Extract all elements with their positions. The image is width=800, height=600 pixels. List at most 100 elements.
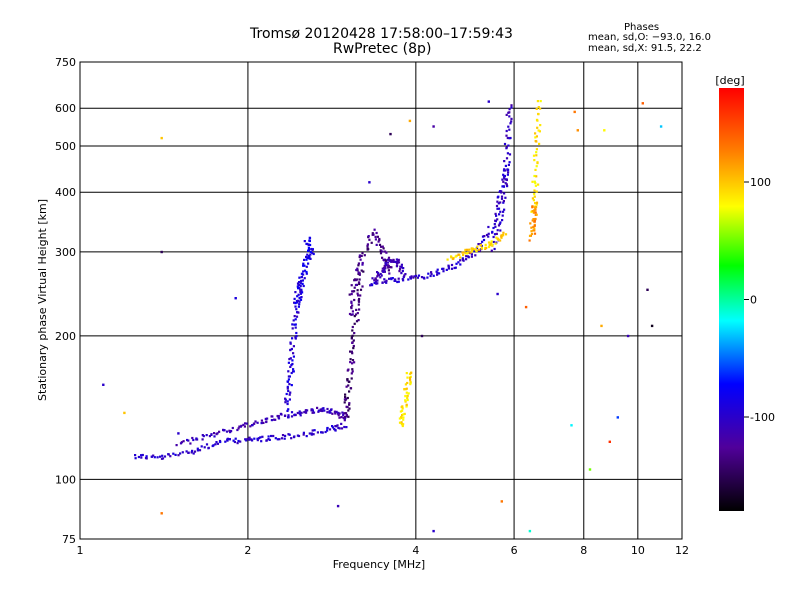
data-point	[351, 313, 354, 316]
data-point	[492, 226, 495, 230]
data-point	[379, 272, 382, 276]
data-point	[277, 415, 280, 418]
data-point	[399, 265, 402, 268]
data-point	[533, 229, 536, 232]
data-point	[402, 413, 405, 416]
data-point	[290, 437, 293, 440]
data-point	[487, 241, 491, 244]
data-point	[369, 284, 372, 287]
data-point	[305, 270, 308, 274]
data-point	[140, 456, 143, 459]
x-tick-label: 4	[412, 544, 419, 557]
data-point	[350, 377, 353, 380]
data-point	[297, 283, 300, 286]
data-point	[404, 273, 407, 276]
y-tick-label: 200	[55, 330, 76, 343]
data-point	[309, 257, 312, 260]
data-point	[402, 416, 405, 419]
data-point	[308, 239, 311, 243]
data-point	[302, 431, 305, 434]
data-point	[499, 229, 502, 232]
data-point	[470, 253, 473, 256]
data-point	[144, 456, 148, 460]
data-point	[307, 262, 310, 265]
data-point	[459, 263, 462, 266]
x-tick-label: 2	[244, 544, 251, 557]
data-point	[193, 450, 197, 453]
data-point	[267, 435, 270, 438]
data-point	[161, 454, 164, 457]
data-point	[465, 248, 468, 251]
data-point	[351, 368, 354, 371]
data-point	[366, 243, 369, 246]
data-point	[497, 224, 501, 227]
data-point	[338, 416, 341, 419]
data-point	[376, 279, 379, 282]
data-point	[303, 264, 306, 267]
data-point	[531, 197, 534, 200]
data-point	[298, 296, 301, 299]
data-point	[305, 255, 308, 258]
data-point	[312, 433, 315, 436]
data-point	[391, 277, 394, 280]
data-point	[215, 441, 218, 444]
data-point	[482, 238, 486, 242]
data-point	[408, 119, 412, 123]
data-point	[454, 266, 457, 269]
data-point	[159, 455, 162, 458]
data-point	[216, 442, 219, 445]
data-point	[291, 323, 294, 326]
data-point	[298, 276, 301, 279]
data-point	[475, 249, 478, 253]
data-point	[276, 438, 279, 441]
data-point	[293, 315, 296, 318]
data-point	[253, 422, 256, 425]
data-point	[457, 253, 460, 256]
data-point	[175, 444, 178, 447]
data-point	[358, 297, 361, 301]
data-point	[534, 168, 537, 171]
data-point	[404, 399, 407, 402]
data-point	[301, 279, 304, 282]
data-point	[501, 219, 504, 222]
data-point	[357, 294, 360, 297]
data-point	[407, 392, 410, 395]
data-point	[608, 440, 611, 443]
data-point	[192, 452, 195, 455]
data-point	[305, 411, 308, 414]
data-point	[398, 417, 401, 420]
data-point	[303, 269, 307, 272]
data-point	[294, 302, 297, 305]
data-point	[311, 429, 314, 432]
data-point	[402, 423, 405, 426]
data-point	[286, 380, 289, 383]
data-point	[286, 385, 289, 388]
data-point	[300, 296, 303, 299]
data-point	[489, 242, 492, 245]
data-point	[385, 251, 388, 254]
data-point	[208, 435, 211, 438]
data-point	[398, 421, 402, 424]
data-point	[395, 258, 398, 261]
data-point	[358, 254, 361, 257]
data-point	[487, 235, 490, 238]
data-point	[492, 235, 495, 239]
data-point	[659, 125, 663, 128]
data-point	[452, 257, 455, 260]
data-point	[294, 291, 297, 294]
data-point	[481, 235, 485, 238]
data-point	[270, 434, 273, 438]
data-point	[363, 254, 366, 257]
data-point	[256, 421, 259, 424]
data-point	[376, 271, 379, 274]
data-point	[533, 189, 536, 192]
data-point	[348, 312, 352, 316]
data-point	[397, 261, 401, 264]
data-point	[334, 428, 337, 432]
data-point	[324, 430, 327, 434]
data-point	[102, 383, 105, 386]
data-point	[137, 455, 140, 459]
data-point	[306, 409, 309, 412]
data-point	[225, 430, 229, 433]
data-point	[496, 292, 499, 296]
